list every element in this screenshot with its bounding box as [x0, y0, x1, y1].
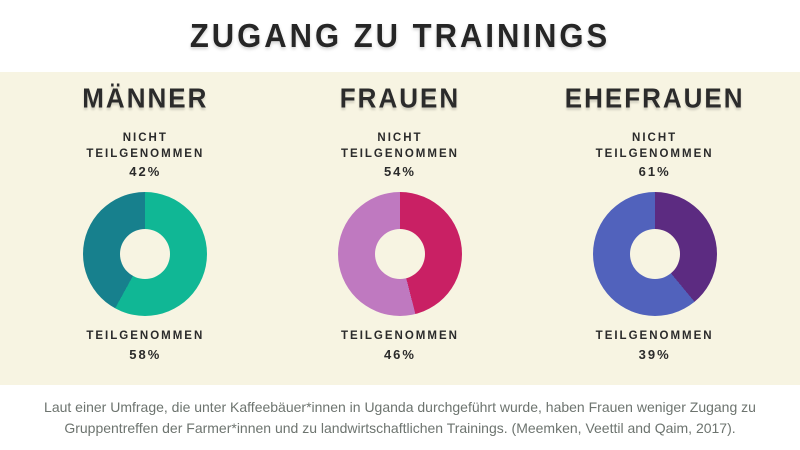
caption-text: Laut einer Umfrage, die unter Kaffeebäue… — [44, 398, 756, 436]
column-heading: MÄNNER — [82, 81, 209, 115]
chart-column-ehefrauen: EHEFRAUEN NICHT TEILGENOMMEN 61% TEILGEN… — [527, 72, 782, 362]
column-heading: EHEFRAUEN — [564, 81, 745, 115]
chart-column-frauen: FRAUEN NICHT TEILGENOMMEN 54% TEILGENOMM… — [273, 72, 528, 362]
not-participated-value: 42% — [129, 164, 162, 180]
not-participated-label: NICHT TEILGENOMMEN — [341, 132, 459, 160]
caption-band: Laut einer Umfrage, die unter Kaffeebäue… — [0, 385, 800, 450]
not-participated-value: 54% — [383, 164, 416, 180]
not-participated-label: NICHT TEILGENOMMEN — [86, 132, 205, 160]
participated-value: 39% — [638, 346, 671, 362]
chart-area: MÄNNER NICHT TEILGENOMMEN 42% TEILGENOMM… — [0, 72, 800, 385]
participated-label: TEILGENOMMEN — [341, 330, 459, 343]
participated-value: 58% — [129, 346, 162, 362]
page-title: ZUGANG ZU TRAININGS — [189, 16, 611, 55]
not-participated-label: NICHT TEILGENOMMEN — [595, 132, 714, 160]
title-band: ZUGANG ZU TRAININGS — [0, 0, 800, 72]
chart-column-maenner: MÄNNER NICHT TEILGENOMMEN 42% TEILGENOMM… — [18, 72, 273, 362]
donut-chart-frauen — [337, 192, 462, 317]
donut-chart-maenner — [83, 192, 208, 317]
participated-label: TEILGENOMMEN — [86, 330, 205, 343]
donut-chart-ehefrauen — [592, 192, 717, 317]
column-heading: FRAUEN — [339, 81, 461, 115]
not-participated-value: 61% — [638, 164, 671, 180]
participated-value: 46% — [383, 346, 416, 362]
participated-label: TEILGENOMMEN — [595, 330, 714, 343]
